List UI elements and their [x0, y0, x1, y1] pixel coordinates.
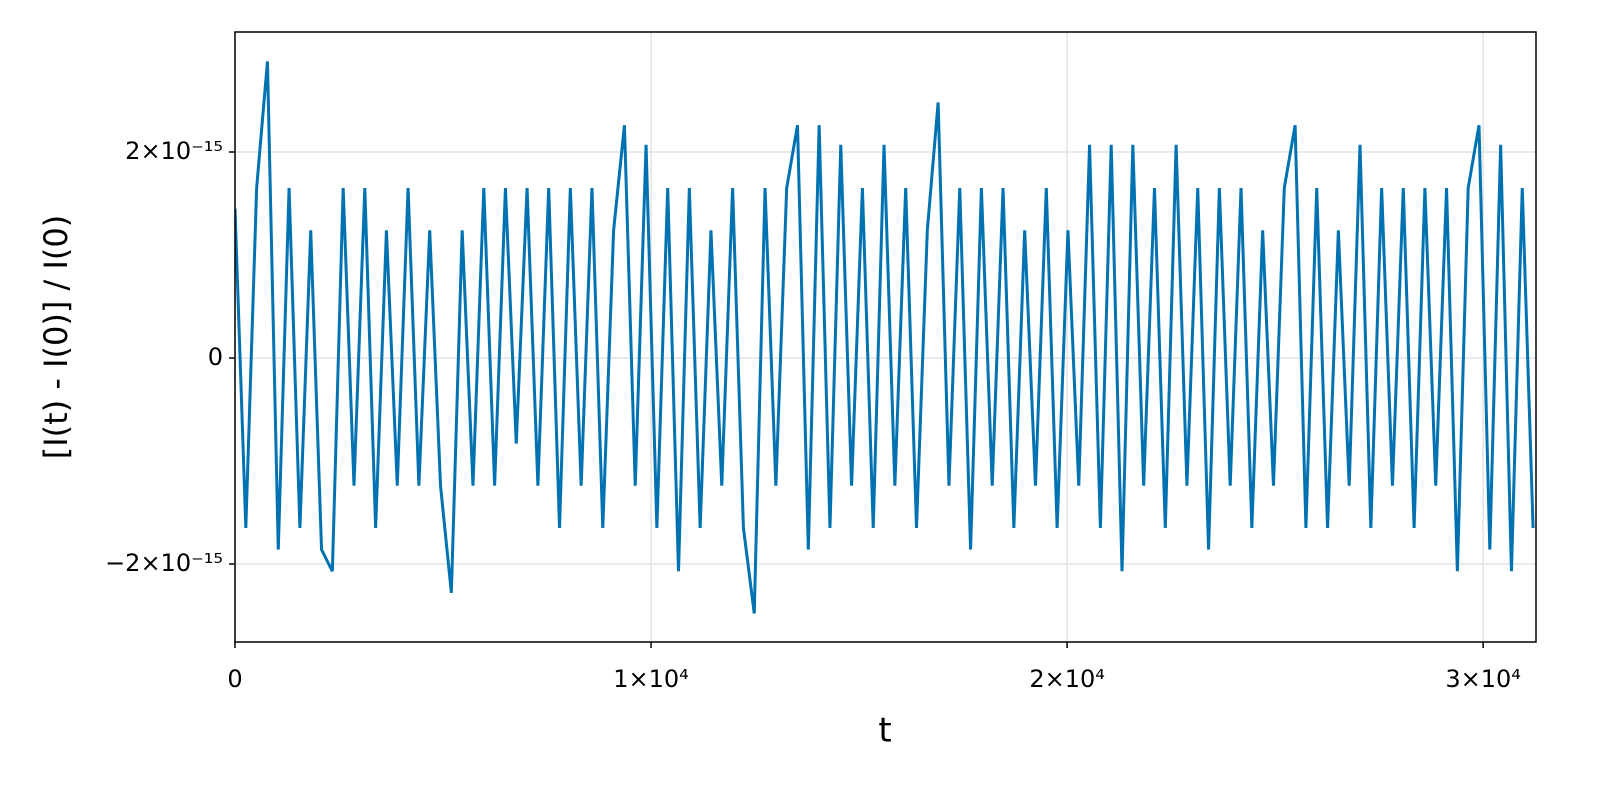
y-axis-label: [I(t) - I(0)] / I(0) [37, 215, 75, 459]
x-axis-label: t [878, 711, 891, 751]
x-tick-label: 0 [227, 665, 242, 693]
y-tick-label: 0 [208, 343, 223, 371]
data-line [235, 61, 1535, 614]
x-tick-label: 2×10⁴ [1029, 665, 1105, 693]
x-tick-label: 3×10⁴ [1445, 665, 1521, 693]
y-tick-label: −2×10⁻¹⁵ [105, 549, 223, 577]
x-tick-label: 1×10⁴ [613, 665, 689, 693]
y-tick-label: 2×10⁻¹⁵ [125, 137, 223, 165]
plot-frame [234, 31, 1537, 643]
